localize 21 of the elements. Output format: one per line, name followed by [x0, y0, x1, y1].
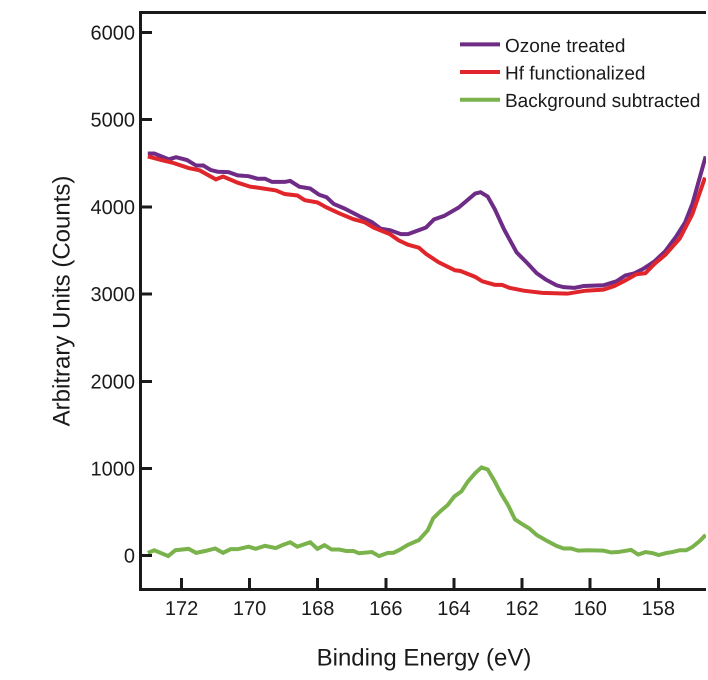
y-tick-label: 3000 [90, 284, 135, 306]
y-tick-label: 5000 [90, 110, 135, 132]
y-tick-label: 0 [124, 546, 135, 568]
y-tick-label: 2000 [90, 371, 135, 394]
x-axis-title: Binding Energy (eV) [316, 644, 532, 672]
x-tick-label: 166 [369, 598, 403, 620]
legend-label: Hf functionalized [505, 63, 646, 84]
y-axis-title: Arbitrary Units (Counts) [48, 176, 76, 426]
legend-label: Ozone treated [505, 36, 626, 57]
x-tick-label: 164 [437, 598, 471, 620]
y-tick-label: 6000 [90, 22, 135, 44]
x-tick-label: 160 [574, 598, 607, 620]
x-tick-label: 168 [301, 598, 334, 620]
legend-label: Background subtracted [505, 91, 700, 112]
x-tick-label: 170 [232, 598, 266, 620]
line-series [146, 465, 706, 558]
y-tick-label: 1000 [90, 458, 135, 480]
x-tick-label: 158 [642, 598, 676, 620]
x-tick-label: 172 [164, 598, 198, 620]
x-tick-label: 162 [505, 598, 539, 620]
y-tick-label: 4000 [90, 196, 135, 219]
